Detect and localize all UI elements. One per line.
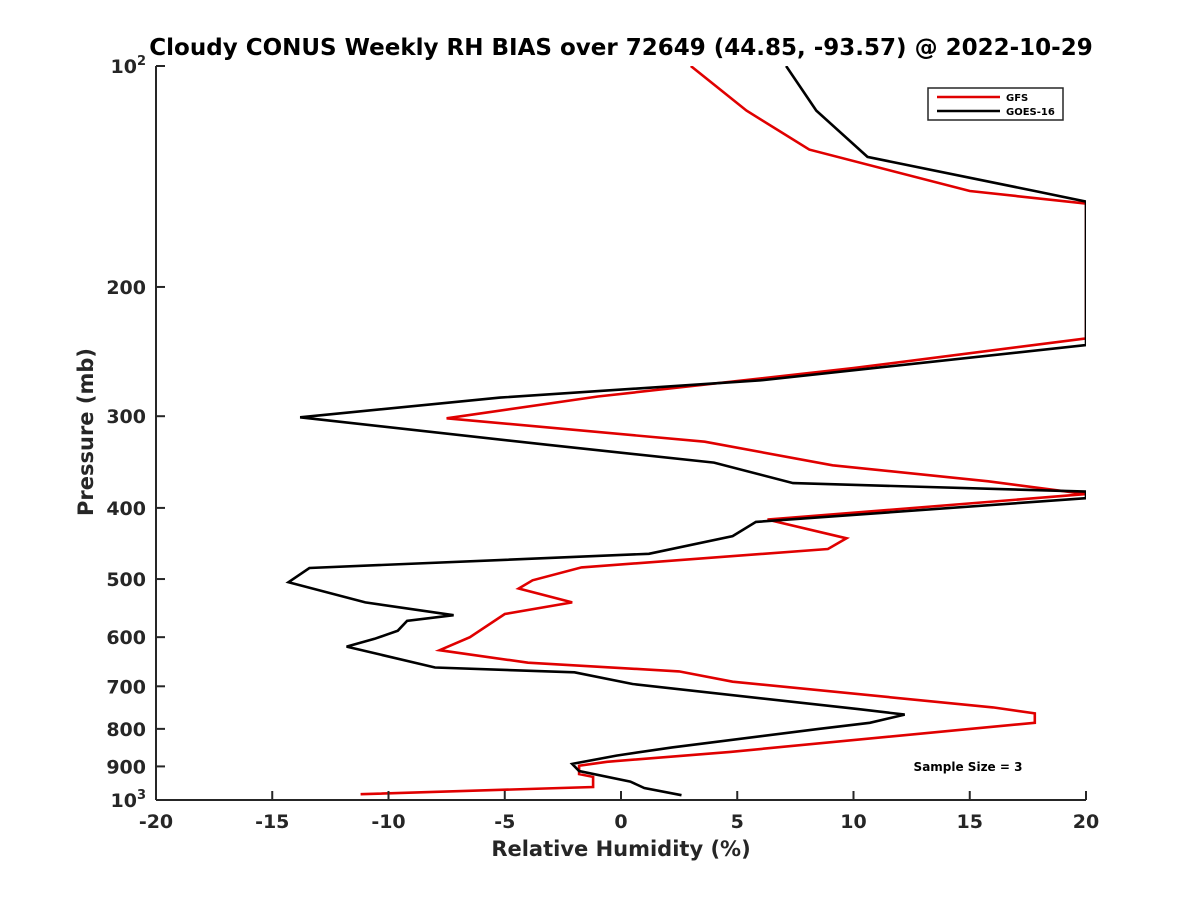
axes-layer: -20 -15 -10 -5 0 5 10 15 20102200300400500600700… (106, 54, 1099, 833)
y-tick-label-exponent: 3 (137, 788, 146, 803)
y-tick-label-base: 800 (106, 719, 146, 741)
x-tick-label: -10 (371, 811, 405, 833)
legend-label: GFS (1006, 93, 1028, 104)
y-tick-label-base: 10 (111, 56, 137, 78)
x-tick-label: 0 (614, 811, 627, 833)
y-tick-label: 400 (106, 498, 146, 520)
sample-size-annotation: Sample Size = 3 (914, 760, 1023, 774)
chart-title: Cloudy CONUS Weekly RH BIAS over 72649 (… (149, 35, 1092, 61)
y-tick-label-base: 300 (106, 406, 146, 428)
y-tick-label-base: 500 (106, 569, 146, 591)
y-tick-label-base: 10 (111, 790, 137, 812)
series-line-goes-16 (285, 66, 1086, 797)
y-tick-label: 700 (106, 676, 146, 698)
y-tick-label: 600 (106, 627, 146, 649)
x-tick-label: -5 (494, 811, 515, 833)
x-axis-label: Relative Humidity (%) (491, 837, 750, 861)
legend-box (927, 87, 1064, 121)
x-tick-label: -20 (139, 811, 173, 833)
x-tick-label: -15 (255, 811, 289, 833)
y-tick-label-base: 400 (106, 498, 146, 520)
y-tick-label-base: 200 (106, 277, 146, 299)
series-layer (285, 66, 1086, 797)
series-line-gfs (360, 66, 1086, 796)
y-tick-label: 900 (106, 756, 146, 778)
y-tick-label: 200 (106, 277, 146, 299)
y-tick-label-base: 700 (106, 676, 146, 698)
y-tick-label-exponent: 2 (137, 54, 146, 69)
x-tick-label: 20 (1073, 811, 1099, 833)
y-tick-label: 300 (106, 406, 146, 428)
y-tick-label: 103 (111, 788, 147, 812)
x-tick-label: 10 (840, 811, 866, 833)
y-tick-label-base: 600 (106, 627, 146, 649)
y-tick-label: 102 (111, 54, 147, 78)
y-tick-label: 500 (106, 569, 146, 591)
legend-label: GOES-16 (1006, 107, 1055, 118)
y-tick-label-base: 900 (106, 756, 146, 778)
legend: GFS GOES-16 (927, 87, 1064, 121)
y-tick-label: 800 (106, 719, 146, 741)
x-tick-label: 5 (731, 811, 744, 833)
y-axis-label: Pressure (mb) (74, 348, 98, 516)
x-tick-label: 15 (957, 811, 983, 833)
